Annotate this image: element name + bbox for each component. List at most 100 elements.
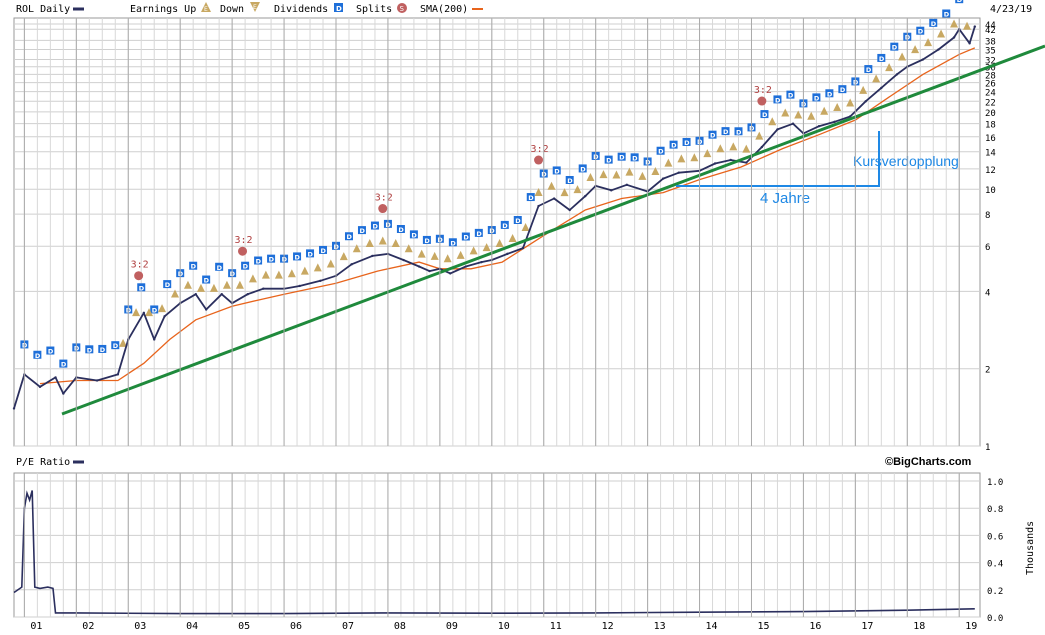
svg-text:D: D [866,66,872,74]
price-point [677,171,680,174]
price-y-tick-label: 12 [985,166,996,176]
lower-header: P/E Ratio ©BigCharts.com [16,456,972,468]
dividend-icon: D [526,193,535,202]
svg-text:D: D [321,247,327,255]
svg-text:D: D [723,128,729,136]
price-point [95,379,99,382]
price-point [38,385,42,389]
price-point [506,252,509,256]
dividend-icon: D [306,249,315,258]
dividend-icon: D [150,305,159,314]
doubling-bracket [676,131,880,187]
svg-text:D: D [879,55,885,63]
svg-text:D: D [606,157,612,165]
earnings-up-icon: E [201,2,211,13]
earnings-up-icon [145,308,154,317]
price-y-tick-label: 4 [985,288,990,298]
price-y-tick-label: 8 [985,211,990,221]
earnings-up-icon [482,243,491,252]
svg-text:D: D [840,86,846,94]
split-icon [238,246,248,256]
dividend-icon: D [409,230,418,239]
earnings-up-icon [586,173,595,182]
svg-text:D: D [619,154,625,162]
earnings-up-icon [300,266,309,275]
earnings-up-icon [560,188,569,197]
price-y-tick-label: 35 [985,47,996,57]
earnings-up-icon [820,106,829,115]
price-point [625,183,629,187]
split-icon [534,155,544,165]
earnings-up-icon [313,263,322,272]
split-icon [757,96,767,106]
price-point [610,189,613,192]
price-y-tick-label: 14 [985,149,996,159]
price-point [973,25,977,28]
svg-text:D: D [827,90,833,98]
earnings-up-icon [716,144,725,153]
dividend-icon: D [163,280,172,289]
credit-label: ©BigCharts.com [885,456,972,468]
svg-text:D: D [918,28,924,36]
pe-y-tick-label: 0.0 [987,614,1003,624]
earnings-up-icon [521,223,530,232]
price-point [760,145,764,149]
earnings-down-icon: E [250,2,260,12]
price-point [319,279,322,282]
pe-y-tick-label: 0.8 [987,505,1003,515]
dividend-icon: D [916,26,925,36]
price-point [833,120,836,124]
price-point [864,100,867,103]
header-date: 4/23/19 [990,4,1032,15]
pe-series-line [13,490,975,615]
dividend-icon: D [682,137,691,147]
svg-text:D: D [398,226,404,234]
svg-text:E: E [204,6,208,13]
earnings-up-icon [833,102,842,111]
x-tick-label: 16 [809,621,821,632]
pe-y-tick-label: 1.0 [987,478,1003,488]
x-tick-label: 13 [654,621,666,632]
earnings-up-icon [391,238,400,247]
svg-text:D: D [528,194,534,202]
earnings-up-icon [326,259,335,268]
price-point [153,338,156,341]
price-y-tick-label: 10 [985,186,996,196]
svg-text:D: D [463,234,469,242]
svg-text:D: D [152,306,158,314]
earnings-up-icon [573,185,582,194]
earnings-up-icon [612,170,621,179]
earnings-up-icon [404,244,413,253]
svg-text:D: D [165,281,171,289]
svg-text:D: D [372,223,378,231]
earnings-up-icon [209,283,218,292]
svg-text:D: D [191,263,197,271]
x-tick-label: 06 [290,621,302,632]
earnings-up-icon [898,52,907,61]
earnings-up-icon [846,98,855,107]
price-point [194,293,197,296]
dividend-icon: D [877,53,886,63]
svg-text:D: D [336,5,342,13]
dividend-icon: D [942,9,951,18]
pe-y-axis: 0.0 0.2 0.4 0.6 0.8 1.0 [987,478,1003,624]
earnings-up-icon [924,38,933,47]
price-point [417,265,421,268]
x-tick-label: 07 [342,621,354,632]
dividend-icon: D [630,153,639,162]
x-tick-label: 17 [861,621,873,632]
dividend-icon: D [334,3,343,13]
price-point [298,284,301,288]
split-ratio-label: 3:2 [531,144,549,155]
svg-text:D: D [359,227,365,235]
dividend-icon: D [293,252,302,261]
dividend-icon: D [721,127,730,136]
earnings-up-icon [456,250,465,259]
price-point [552,197,556,200]
price-point [521,246,525,250]
split-icon: S [397,3,407,13]
pe-label: P/E Ratio [16,457,70,468]
price-y-tick-label: 26 [985,80,996,90]
dividend-icon: D [838,85,847,94]
